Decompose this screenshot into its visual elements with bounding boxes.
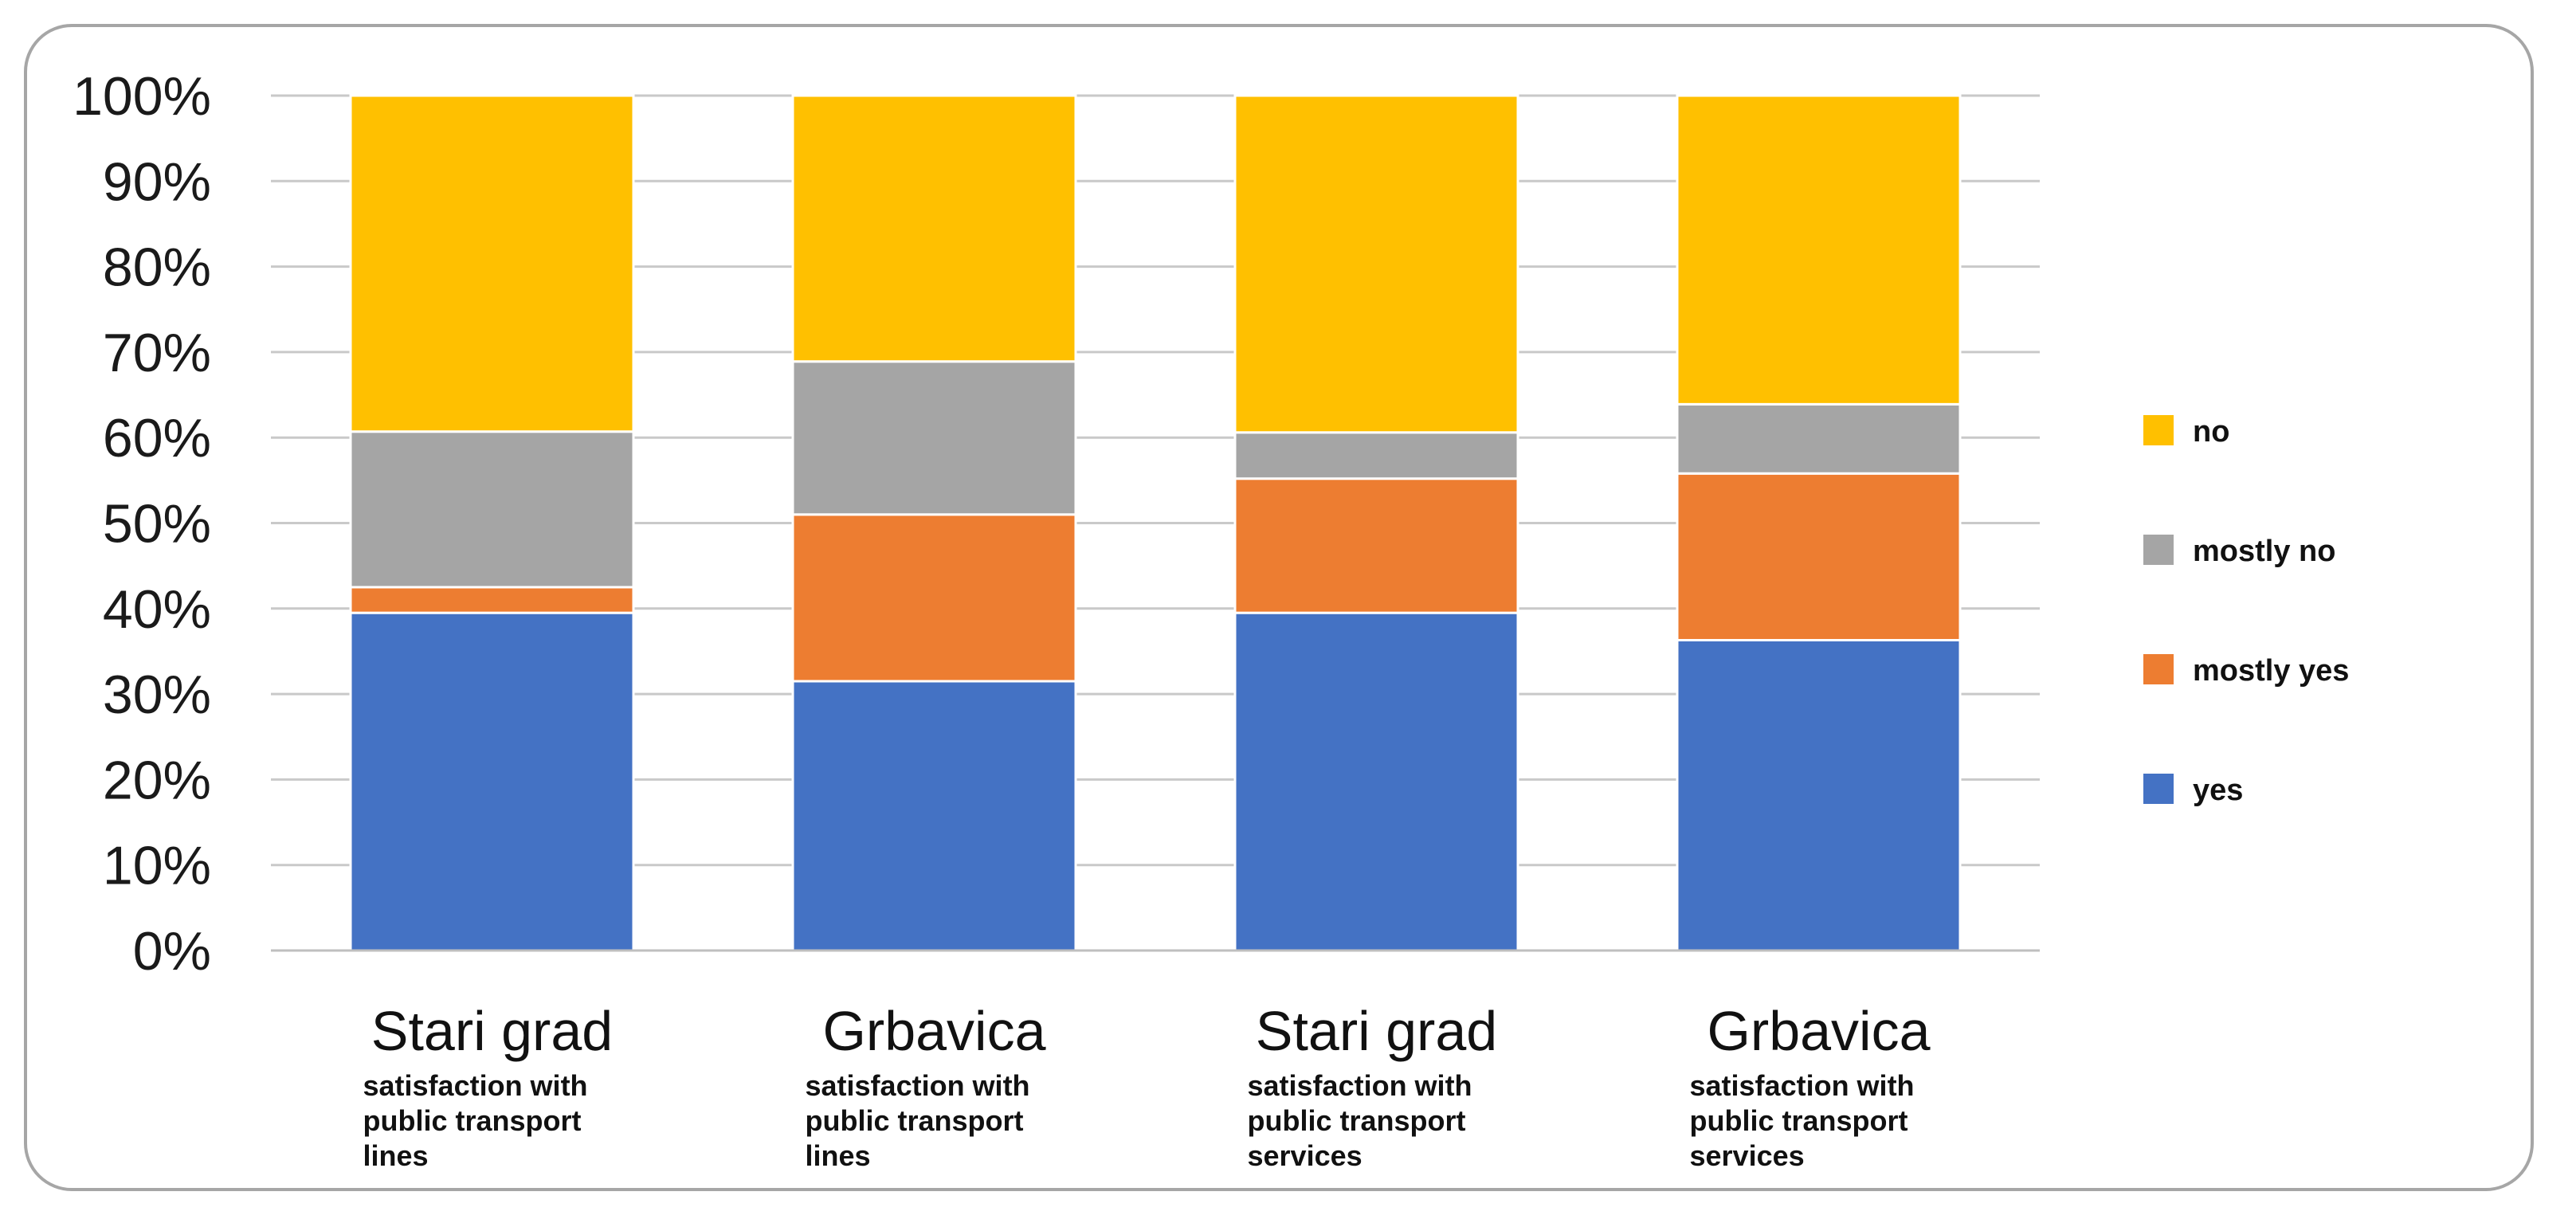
bar-segment-mostly-no-3 xyxy=(1233,431,1519,480)
y-tick-label: 10% xyxy=(103,836,211,896)
category-title: Grbavica xyxy=(822,1000,1045,1062)
category-subtitle-line: satisfaction with xyxy=(1690,1069,1915,1102)
bar-segment-mostly-yes-3 xyxy=(1233,477,1519,614)
y-tick-label: 40% xyxy=(103,579,211,640)
category-subtitle-line: public transport xyxy=(1248,1104,1466,1137)
category-subtitle-line: satisfaction with xyxy=(806,1069,1030,1102)
category-subtitle-line: public transport xyxy=(363,1104,582,1137)
legend-label-yes: yes xyxy=(2193,774,2243,807)
bar-segment-no-4 xyxy=(1676,94,1962,406)
category-subtitle-line: services xyxy=(1248,1139,1362,1172)
category-subtitle-line: satisfaction with xyxy=(1248,1069,1472,1102)
bar-segment-yes-3 xyxy=(1233,611,1519,952)
category-title: Stari grad xyxy=(1256,1000,1497,1062)
y-tick-label: 70% xyxy=(103,323,211,383)
bar-segment-mostly-yes-2 xyxy=(791,513,1077,683)
y-tick-label: 20% xyxy=(103,750,211,810)
legend-label-mostly-no: mostly no xyxy=(2193,535,2335,568)
bar-segment-no-1 xyxy=(349,94,635,433)
legend-swatch-yes xyxy=(2143,774,2174,804)
category-subtitle-line: public transport xyxy=(1690,1104,1908,1137)
category-subtitle-line: lines xyxy=(363,1139,429,1172)
y-tick-label: 50% xyxy=(103,494,211,555)
category-subtitle-line: lines xyxy=(806,1139,871,1172)
category-subtitle-line: public transport xyxy=(806,1104,1024,1137)
y-tick-label: 90% xyxy=(103,151,211,212)
legend-label-mostly-yes: mostly yes xyxy=(2193,654,2349,688)
legend-swatch-mostly-no xyxy=(2143,535,2174,565)
legend-swatch-mostly-yes xyxy=(2143,654,2174,684)
category-subtitle-line: satisfaction with xyxy=(363,1069,588,1102)
bar-segment-yes-1 xyxy=(349,611,635,952)
bar-segment-yes-4 xyxy=(1676,639,1962,952)
y-tick-label: 80% xyxy=(103,237,211,298)
bars xyxy=(349,94,1962,952)
bar-segment-mostly-yes-1 xyxy=(349,586,635,614)
bar-segment-mostly-no-2 xyxy=(791,360,1077,516)
category-title: Grbavica xyxy=(1707,1000,1930,1062)
y-tick-label: 30% xyxy=(103,664,211,725)
y-tick-label: 60% xyxy=(103,408,211,468)
bar-segment-no-2 xyxy=(791,94,1077,363)
y-axis-tick-labels: 0% 10% 20% 30% 40% 50% 60% 70% 80% 90% 100% xyxy=(73,66,211,982)
legend: no mostly no mostly yes yes xyxy=(2143,415,2349,807)
category-title: Stari grad xyxy=(371,1000,613,1062)
legend-label-no: no xyxy=(2193,415,2229,449)
bar-segment-yes-2 xyxy=(791,680,1077,952)
category-subtitle-line: services xyxy=(1690,1139,1805,1172)
y-tick-label: 0% xyxy=(133,921,211,982)
legend-swatch-no xyxy=(2143,415,2174,445)
bar-segment-mostly-no-1 xyxy=(349,430,635,589)
bar-segment-mostly-yes-4 xyxy=(1676,472,1962,642)
bar-segment-mostly-no-4 xyxy=(1676,402,1962,475)
y-tick-label: 100% xyxy=(73,66,211,127)
bar-segment-no-3 xyxy=(1233,94,1519,434)
